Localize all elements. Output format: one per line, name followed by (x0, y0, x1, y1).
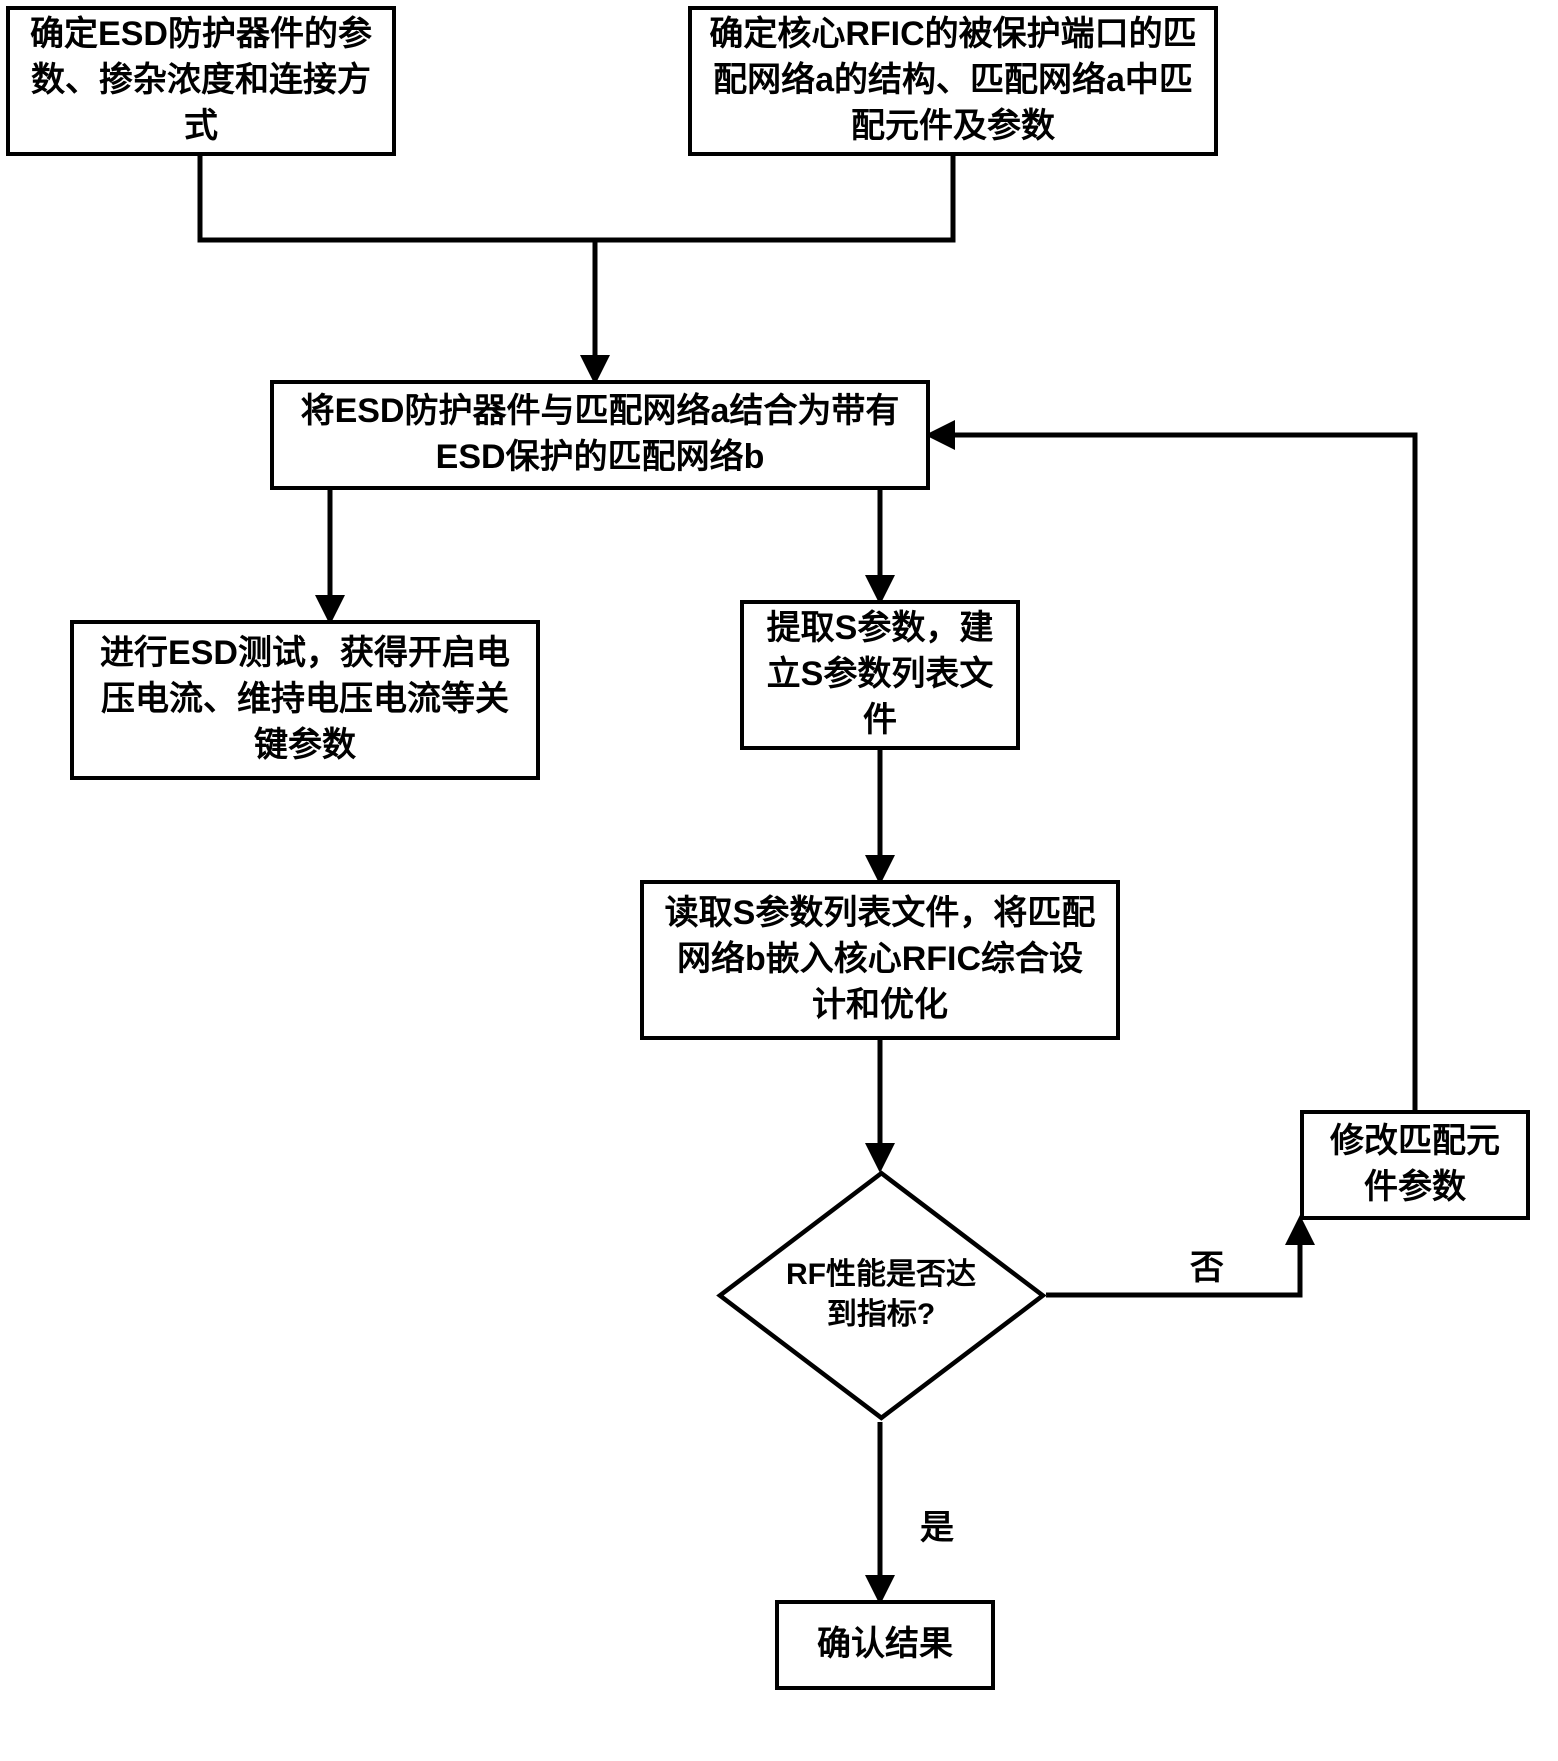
flowchart-node-n1: 确定ESD防护器件的参数、掺杂浓度和连接方式 (6, 6, 396, 156)
edge-n1-n3 (200, 156, 595, 380)
node-text: 确定ESD防护器件的参数、掺杂浓度和连接方式 (26, 12, 376, 150)
flowchart-node-n3: 将ESD防护器件与匹配网络a结合为带有ESD保护的匹配网络b (270, 380, 930, 490)
edge-n2-n3 (595, 156, 953, 240)
flowchart-node-n5: 提取S参数，建立S参数列表文件 (740, 600, 1020, 750)
flowchart-node-n8: 修改匹配元件参数 (1300, 1110, 1530, 1220)
edge-label-n7-n8: 否 (1190, 1240, 1224, 1289)
node-text: 进行ESD测试，获得开启电压电流、维持电压电流等关键参数 (90, 631, 520, 769)
flowchart-node-n2: 确定核心RFIC的被保护端口的匹配网络a的结构、匹配网络a中匹配元件及参数 (688, 6, 1218, 156)
node-text: 提取S参数，建立S参数列表文件 (760, 606, 1000, 744)
flowchart-node-n4: 进行ESD测试，获得开启电压电流、维持电压电流等关键参数 (70, 620, 540, 780)
edge-n7-n8 (1046, 1220, 1300, 1295)
flowchart-node-n7: RF性能是否达到指标? (716, 1170, 1046, 1420)
flowchart-node-n6: 读取S参数列表文件，将匹配网络b嵌入核心RFIC综合设计和优化 (640, 880, 1120, 1040)
node-text: RF性能是否达到指标? (782, 1255, 980, 1336)
edge-label-n7-n9: 是 (920, 1500, 954, 1549)
node-text: 修改匹配元件参数 (1320, 1119, 1510, 1211)
node-text: 将ESD防护器件与匹配网络a结合为带有ESD保护的匹配网络b (290, 389, 910, 481)
node-text: 确定核心RFIC的被保护端口的匹配网络a的结构、匹配网络a中匹配元件及参数 (708, 12, 1198, 150)
node-text: 确认结果 (817, 1622, 953, 1668)
node-text: 读取S参数列表文件，将匹配网络b嵌入核心RFIC综合设计和优化 (660, 891, 1100, 1029)
flowchart-node-n9: 确认结果 (775, 1600, 995, 1690)
